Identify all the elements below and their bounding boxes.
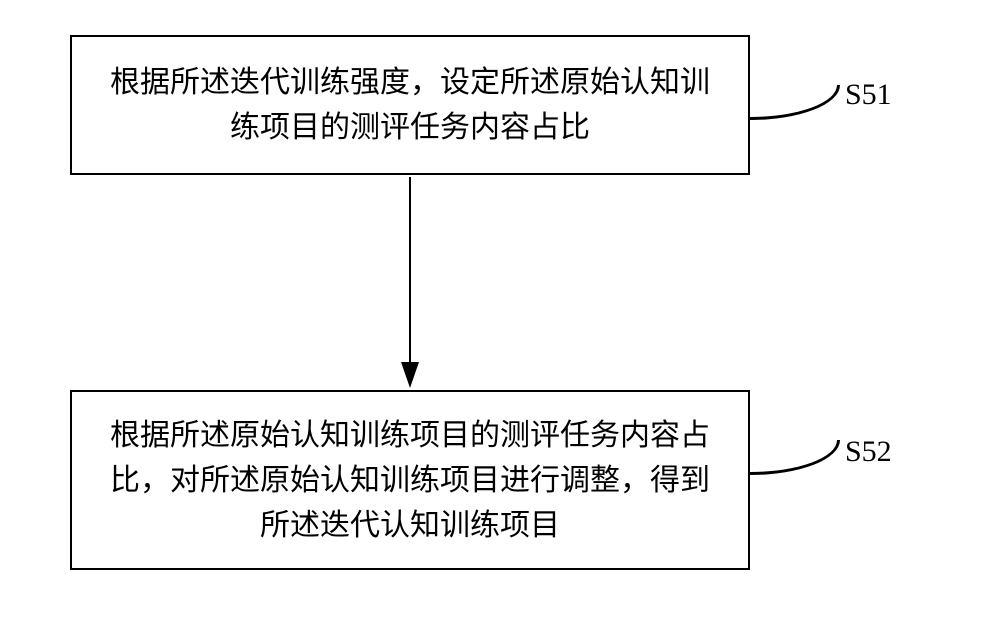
- flow-arrow-head: [401, 362, 419, 388]
- flow-arrow: [0, 0, 1000, 627]
